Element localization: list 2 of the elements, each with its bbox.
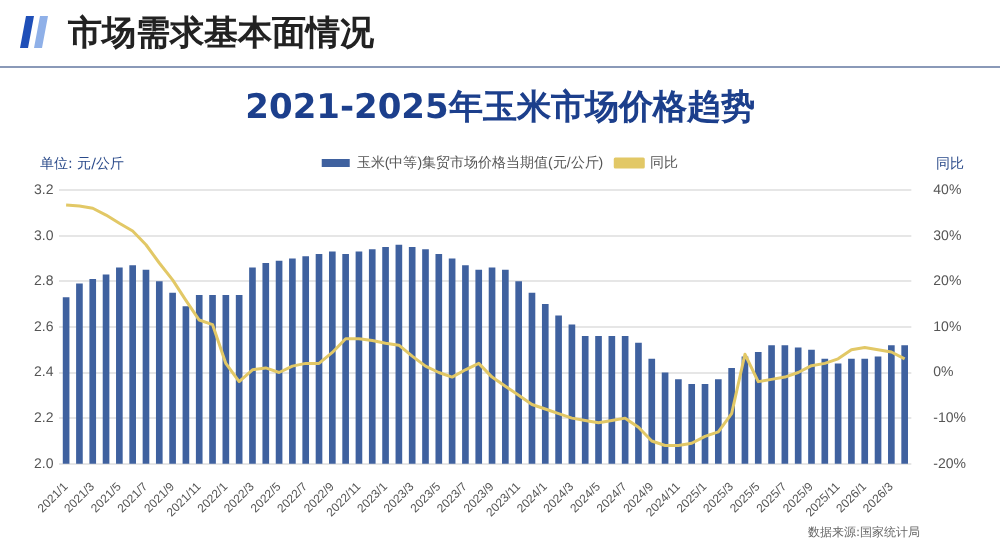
chart-subtitle: 市场需求基本面情况 — [68, 12, 374, 56]
chart-title: 2021-2025年玉米市场价格趋势 — [243, 86, 757, 130]
